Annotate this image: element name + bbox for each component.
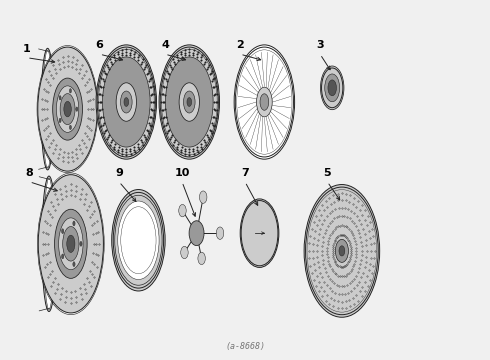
- Ellipse shape: [189, 221, 204, 246]
- Ellipse shape: [113, 192, 164, 288]
- Ellipse shape: [325, 74, 340, 102]
- Ellipse shape: [235, 47, 294, 157]
- Ellipse shape: [73, 262, 75, 267]
- Text: 3: 3: [316, 40, 324, 50]
- Ellipse shape: [216, 227, 224, 239]
- Ellipse shape: [112, 189, 165, 291]
- Ellipse shape: [80, 242, 82, 246]
- Ellipse shape: [335, 239, 348, 262]
- Ellipse shape: [116, 83, 137, 121]
- Ellipse shape: [70, 89, 72, 93]
- Ellipse shape: [240, 199, 279, 267]
- Ellipse shape: [63, 226, 79, 261]
- Ellipse shape: [160, 47, 219, 157]
- Ellipse shape: [328, 80, 337, 96]
- Ellipse shape: [115, 195, 162, 285]
- Ellipse shape: [257, 87, 272, 117]
- Ellipse shape: [59, 96, 61, 100]
- Ellipse shape: [38, 175, 103, 313]
- Ellipse shape: [121, 207, 156, 274]
- Text: 4: 4: [161, 40, 169, 50]
- Ellipse shape: [187, 98, 192, 107]
- Ellipse shape: [44, 178, 54, 310]
- Ellipse shape: [97, 47, 155, 157]
- Text: 9: 9: [115, 168, 123, 178]
- Ellipse shape: [54, 209, 87, 278]
- Ellipse shape: [118, 201, 159, 279]
- Ellipse shape: [159, 45, 220, 159]
- Ellipse shape: [53, 78, 82, 140]
- Ellipse shape: [60, 94, 75, 125]
- Ellipse shape: [234, 45, 294, 159]
- Ellipse shape: [42, 176, 56, 311]
- Ellipse shape: [304, 185, 380, 317]
- Ellipse shape: [241, 201, 278, 266]
- Ellipse shape: [321, 68, 343, 108]
- Ellipse shape: [181, 246, 188, 259]
- Text: 5: 5: [323, 168, 331, 178]
- Ellipse shape: [59, 218, 83, 270]
- Text: 7: 7: [241, 168, 249, 178]
- Text: 2: 2: [236, 40, 244, 50]
- Ellipse shape: [70, 125, 72, 130]
- Ellipse shape: [306, 187, 378, 315]
- Text: 10: 10: [174, 168, 190, 178]
- Ellipse shape: [179, 83, 199, 121]
- Text: 6: 6: [96, 40, 103, 50]
- Ellipse shape: [183, 91, 195, 113]
- Ellipse shape: [59, 118, 61, 123]
- Ellipse shape: [76, 107, 78, 111]
- Text: 1: 1: [23, 44, 31, 54]
- Ellipse shape: [96, 45, 156, 159]
- Ellipse shape: [198, 252, 205, 265]
- Ellipse shape: [41, 48, 54, 170]
- Ellipse shape: [73, 221, 75, 226]
- Ellipse shape: [320, 66, 344, 110]
- Ellipse shape: [62, 229, 64, 234]
- Ellipse shape: [179, 204, 186, 217]
- Ellipse shape: [102, 57, 150, 147]
- Ellipse shape: [38, 47, 98, 171]
- Ellipse shape: [260, 94, 269, 110]
- Ellipse shape: [339, 246, 345, 256]
- Ellipse shape: [124, 98, 129, 107]
- Ellipse shape: [67, 235, 75, 252]
- Ellipse shape: [199, 191, 207, 203]
- Text: (a-8668): (a-8668): [225, 342, 265, 351]
- Ellipse shape: [62, 254, 64, 259]
- Text: 8: 8: [25, 168, 33, 178]
- Ellipse shape: [56, 86, 79, 132]
- Ellipse shape: [121, 91, 132, 113]
- Ellipse shape: [166, 57, 213, 147]
- Ellipse shape: [43, 50, 52, 168]
- Ellipse shape: [64, 102, 72, 117]
